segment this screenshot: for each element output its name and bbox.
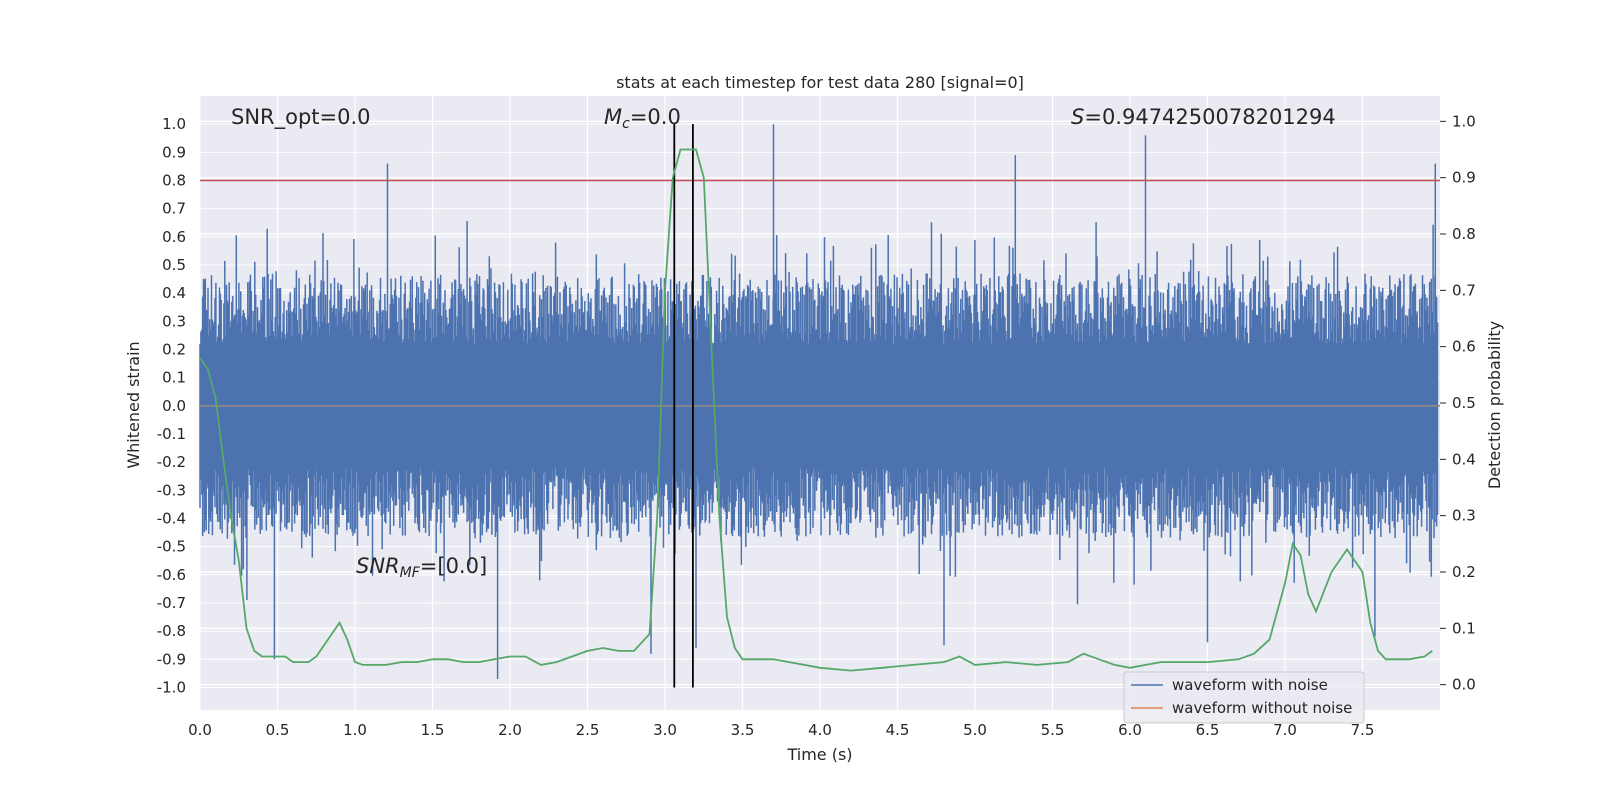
left-y-tick-label: -0.2 — [157, 453, 186, 471]
annotation-chirp-mass: Mc=0.0 — [604, 105, 681, 132]
x-tick-label: 3.5 — [731, 721, 755, 739]
right-y-tick-label: 0.7 — [1452, 281, 1476, 299]
overlay-lines — [200, 124, 1440, 688]
left-y-tick-labels: 1.0 0.9 0.8 0.7 0.6 0.5 0.4 0.3 0.2 0.1 0.0 -0.1 -0.… — [157, 115, 186, 696]
x-tick-label: 7.5 — [1351, 721, 1375, 739]
probability-curve — [199, 148, 1433, 672]
x-tick-label: 2.0 — [498, 721, 522, 739]
left-y-tick-label: -0.8 — [157, 622, 186, 640]
left-y-tick-label: 0.7 — [162, 200, 186, 218]
left-y-tick-label: 0.1 — [162, 369, 186, 387]
right-y-tick-label: 0.3 — [1452, 507, 1476, 525]
left-y-tick-label: 0.5 — [162, 256, 186, 274]
left-y-tick-label: 0.2 — [162, 340, 186, 358]
left-y-tick-label: -0.9 — [157, 650, 186, 668]
right-y-tick-label: 0.4 — [1452, 450, 1476, 468]
snr-mf-value: =[0.0] — [420, 554, 487, 578]
right-y-tick-label: 0.6 — [1452, 338, 1476, 356]
left-y-tick-label: -0.1 — [157, 425, 186, 443]
left-y-tick-label: 0.4 — [162, 284, 186, 302]
left-y-tick-label: -0.7 — [157, 594, 186, 612]
legend-label-noise: waveform with noise — [1172, 676, 1328, 694]
y-axis-label-right: Detection probability — [1485, 321, 1504, 489]
right-y-tick-label: 0.5 — [1452, 394, 1476, 412]
left-y-tick-label: -0.5 — [157, 538, 186, 556]
x-tick-label: 0.0 — [188, 721, 212, 739]
right-y-tick-label: 0.0 — [1452, 676, 1476, 694]
x-tick-label: 6.5 — [1196, 721, 1220, 739]
left-y-tick-label: -0.4 — [157, 509, 186, 527]
x-tick-label: 7.0 — [1273, 721, 1297, 739]
x-axis-label: Time (s) — [786, 745, 852, 764]
annotation-s: S=0.9474250078201294 — [1071, 105, 1336, 129]
snr-mf-subscript: MF — [400, 565, 421, 581]
left-y-tick-label: 0.3 — [162, 312, 186, 330]
s-symbol: S — [1071, 105, 1084, 129]
x-tick-labels: 0.0 0.5 1.0 1.5 2.0 2.5 3.0 3.5 4.0 4.5 5.0 5.5 6.0 6… — [188, 721, 1374, 739]
right-y-tick-label: 0.1 — [1452, 619, 1476, 637]
right-y-tick-labels: 1.0 0.9 0.8 0.7 0.6 0.5 0.4 0.3 0.2 0.1 0.0 — [1440, 112, 1476, 694]
left-y-tick-label: 0.0 — [162, 397, 186, 415]
left-y-tick-label: -0.6 — [157, 566, 186, 584]
left-y-tick-label: -1.0 — [157, 678, 186, 696]
mc-subscript: c — [622, 116, 630, 132]
s-value: =0.9474250078201294 — [1084, 105, 1335, 129]
left-y-tick-label: -0.3 — [157, 481, 186, 499]
x-tick-label: 5.5 — [1041, 721, 1065, 739]
right-y-tick-label: 0.2 — [1452, 563, 1476, 581]
chart-title: stats at each timestep for test data 280… — [616, 73, 1024, 92]
snr-mf-symbol: SNR — [356, 554, 400, 578]
legend-box — [1123, 671, 1365, 724]
left-y-tick-label: 0.6 — [162, 228, 186, 246]
left-y-tick-label: 0.9 — [162, 143, 186, 161]
x-tick-label: 0.5 — [266, 721, 290, 739]
mc-value: =0.0 — [630, 105, 681, 129]
y-axis-label-left: Whitened strain — [124, 341, 143, 468]
legend-label-clean: waveform without noise — [1172, 699, 1352, 717]
right-y-tick-label: 0.9 — [1452, 169, 1476, 187]
x-tick-label: 5.0 — [963, 721, 987, 739]
x-tick-label: 4.0 — [808, 721, 832, 739]
annotation-snr-mf: SNRMF=[0.0] — [356, 554, 487, 581]
mc-symbol: M — [604, 105, 622, 129]
x-tick-label: 3.0 — [653, 721, 677, 739]
legend: waveform with noise waveform without noi… — [1123, 671, 1365, 724]
x-tick-label: 4.5 — [886, 721, 910, 739]
annotation-snr-opt: SNR_opt=0.0 — [231, 105, 371, 130]
x-tick-label: 6.0 — [1118, 721, 1142, 739]
x-tick-label: 1.0 — [343, 721, 367, 739]
x-tick-label: 1.5 — [421, 721, 445, 739]
right-y-tick-label: 1.0 — [1452, 112, 1476, 130]
left-y-tick-label: 1.0 — [162, 115, 186, 133]
x-tick-label: 2.5 — [576, 721, 600, 739]
right-y-tick-label: 0.8 — [1452, 225, 1476, 243]
left-y-tick-label: 0.8 — [162, 171, 186, 189]
detection-probability-line — [199, 148, 1433, 672]
